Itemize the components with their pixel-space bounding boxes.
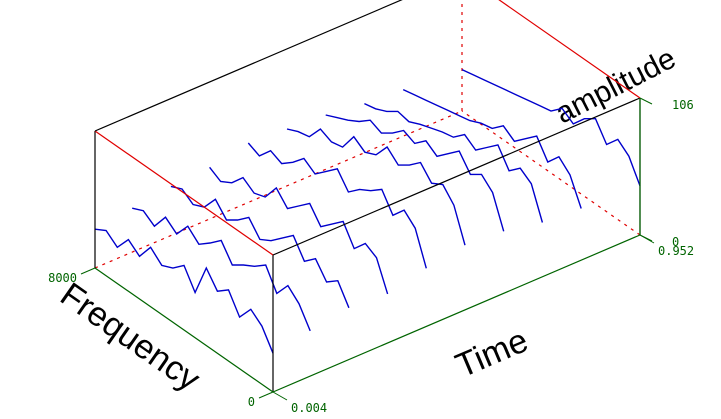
x-axis-line: [94, 267, 274, 393]
box-edge: [272, 97, 641, 256]
surface-trace: [325, 114, 505, 232]
y-tick-label: 0.952: [658, 244, 694, 258]
x-axis-title: Frequency: [53, 275, 206, 398]
surface-trace: [170, 185, 350, 309]
surface-trace: [209, 166, 389, 295]
surface-trace: [132, 207, 311, 332]
y-tick-label: 0.004: [291, 401, 327, 415]
z-axis-title: amplitude: [550, 42, 681, 130]
surface-trace: [286, 128, 466, 246]
surface-trace: [94, 228, 274, 354]
box-edge-hidden: [461, 110, 641, 236]
z-tick: [639, 97, 653, 105]
box-edge: [498, 0, 641, 99]
surface-trace: [247, 142, 427, 269]
surface-trace: [461, 68, 641, 187]
x-tick-label: 8000: [48, 271, 77, 285]
box-edge-hidden: [94, 110, 463, 269]
box-edge: [94, 0, 403, 132]
x-tick: [258, 391, 274, 399]
x-tick-label: 0: [248, 395, 255, 409]
box-edge: [94, 130, 274, 256]
surface-trace: [402, 88, 582, 209]
x-tick: [80, 267, 96, 275]
y-axis-line: [272, 234, 641, 393]
z-tick: [639, 234, 653, 242]
y-axis-title: Time: [450, 321, 533, 385]
y-tick: [272, 391, 288, 401]
z-tick-label: 106: [672, 98, 694, 112]
z-tick-label: 0: [672, 235, 679, 249]
surface-trace: [364, 102, 544, 223]
